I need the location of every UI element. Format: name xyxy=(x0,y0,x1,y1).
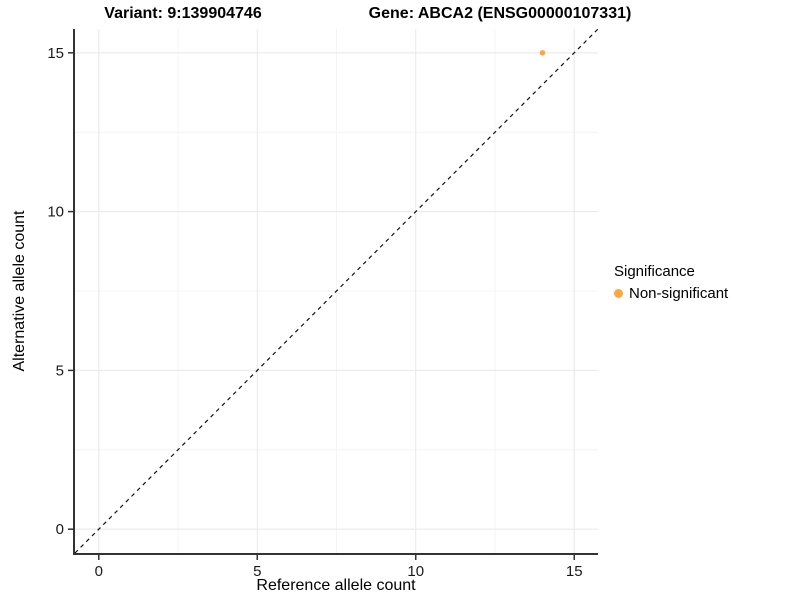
legend-point-icon xyxy=(614,289,623,298)
legend-item: Non-significant xyxy=(614,285,728,302)
identity-line xyxy=(74,28,599,554)
y-axis-title: Alternative allele count xyxy=(11,210,28,372)
gene-title: Gene: ABCA2 (ENSG00000107331) xyxy=(368,5,632,22)
x-tick-label: 10 xyxy=(407,563,424,580)
y-tick-label: 10 xyxy=(47,204,64,221)
data-point xyxy=(539,50,546,56)
y-tick-label: 5 xyxy=(56,362,64,379)
x-tick-label: 5 xyxy=(253,563,261,580)
variant-title: Variant: 9:139904746 xyxy=(104,5,262,22)
x-axis-title: Reference allele count xyxy=(256,577,416,594)
y-tick-label: 0 xyxy=(56,521,64,538)
legend-title: Significance xyxy=(614,263,695,280)
x-tick-label: 15 xyxy=(566,563,583,580)
legend: Significance Non-significant xyxy=(614,263,728,302)
legend-item-label: Non-significant xyxy=(629,285,729,302)
x-tick-label: 0 xyxy=(95,563,103,580)
y-tick-label: 15 xyxy=(47,45,64,62)
legend-items: Non-significant xyxy=(614,285,728,302)
